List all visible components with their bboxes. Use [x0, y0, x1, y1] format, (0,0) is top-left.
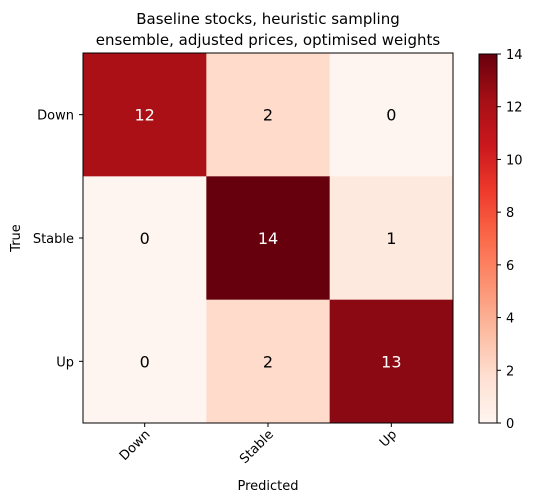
heatmap-cell	[329, 299, 454, 424]
colorbar-tick-label: 14	[506, 48, 523, 63]
heatmap-cell	[206, 299, 331, 424]
y-tick-label: Stable	[33, 232, 74, 247]
heatmap-cell	[329, 176, 454, 301]
y-tick-label: Down	[37, 109, 74, 124]
heatmap-cell	[329, 53, 454, 177]
heatmap-cell	[206, 53, 331, 177]
colorbar-tick-label: 12	[506, 101, 523, 116]
x-tick-label: Down	[117, 427, 154, 464]
x-tick-label: Up	[377, 427, 400, 450]
x-axis-label: Predicted	[237, 479, 298, 494]
chart-title: Baseline stocks, heuristic sampling ense…	[96, 10, 441, 49]
colorbar-tick-label: 0	[506, 417, 514, 432]
cell-value-label: 14	[258, 229, 278, 248]
colorbar-tick-label: 2	[506, 364, 514, 379]
chart-title-line-2: ensemble, adjusted prices, optimised wei…	[96, 31, 441, 49]
cell-value-label: 12	[134, 106, 154, 125]
heatmap-cell	[83, 53, 207, 177]
colorbar-tick-label: 4	[506, 312, 514, 327]
heatmap-cell	[83, 299, 207, 424]
heatmap-cell	[206, 176, 331, 301]
heatmap-cell-labels: 12 2 0 0 14 1 0 2 13	[134, 106, 401, 372]
x-axis-ticks: Down Stable Up	[117, 423, 400, 467]
cell-value-label: 13	[381, 352, 401, 371]
cell-value-label: 0	[386, 106, 396, 125]
y-axis-label: True	[9, 224, 24, 253]
colorbar-tick-label: 8	[506, 206, 514, 221]
chart-title-line-1: Baseline stocks, heuristic sampling	[136, 10, 399, 28]
x-tick-label: Stable	[237, 427, 277, 467]
cell-value-label: 2	[263, 352, 273, 371]
colorbar-tick-label: 6	[506, 259, 514, 274]
colorbar-ticks: 0 2 4 6 8 10 12 14	[497, 48, 523, 432]
y-axis-ticks: Down Stable Up	[33, 109, 83, 370]
cell-value-label: 0	[140, 229, 150, 248]
heatmap-cells	[83, 53, 454, 424]
y-tick-label: Up	[56, 355, 74, 370]
cell-value-label: 1	[386, 229, 396, 248]
colorbar-tick-label: 10	[506, 153, 523, 168]
heatmap-cell	[83, 176, 207, 301]
cell-value-label: 2	[263, 106, 273, 125]
cell-value-label: 0	[140, 352, 150, 371]
colorbar	[478, 53, 498, 424]
